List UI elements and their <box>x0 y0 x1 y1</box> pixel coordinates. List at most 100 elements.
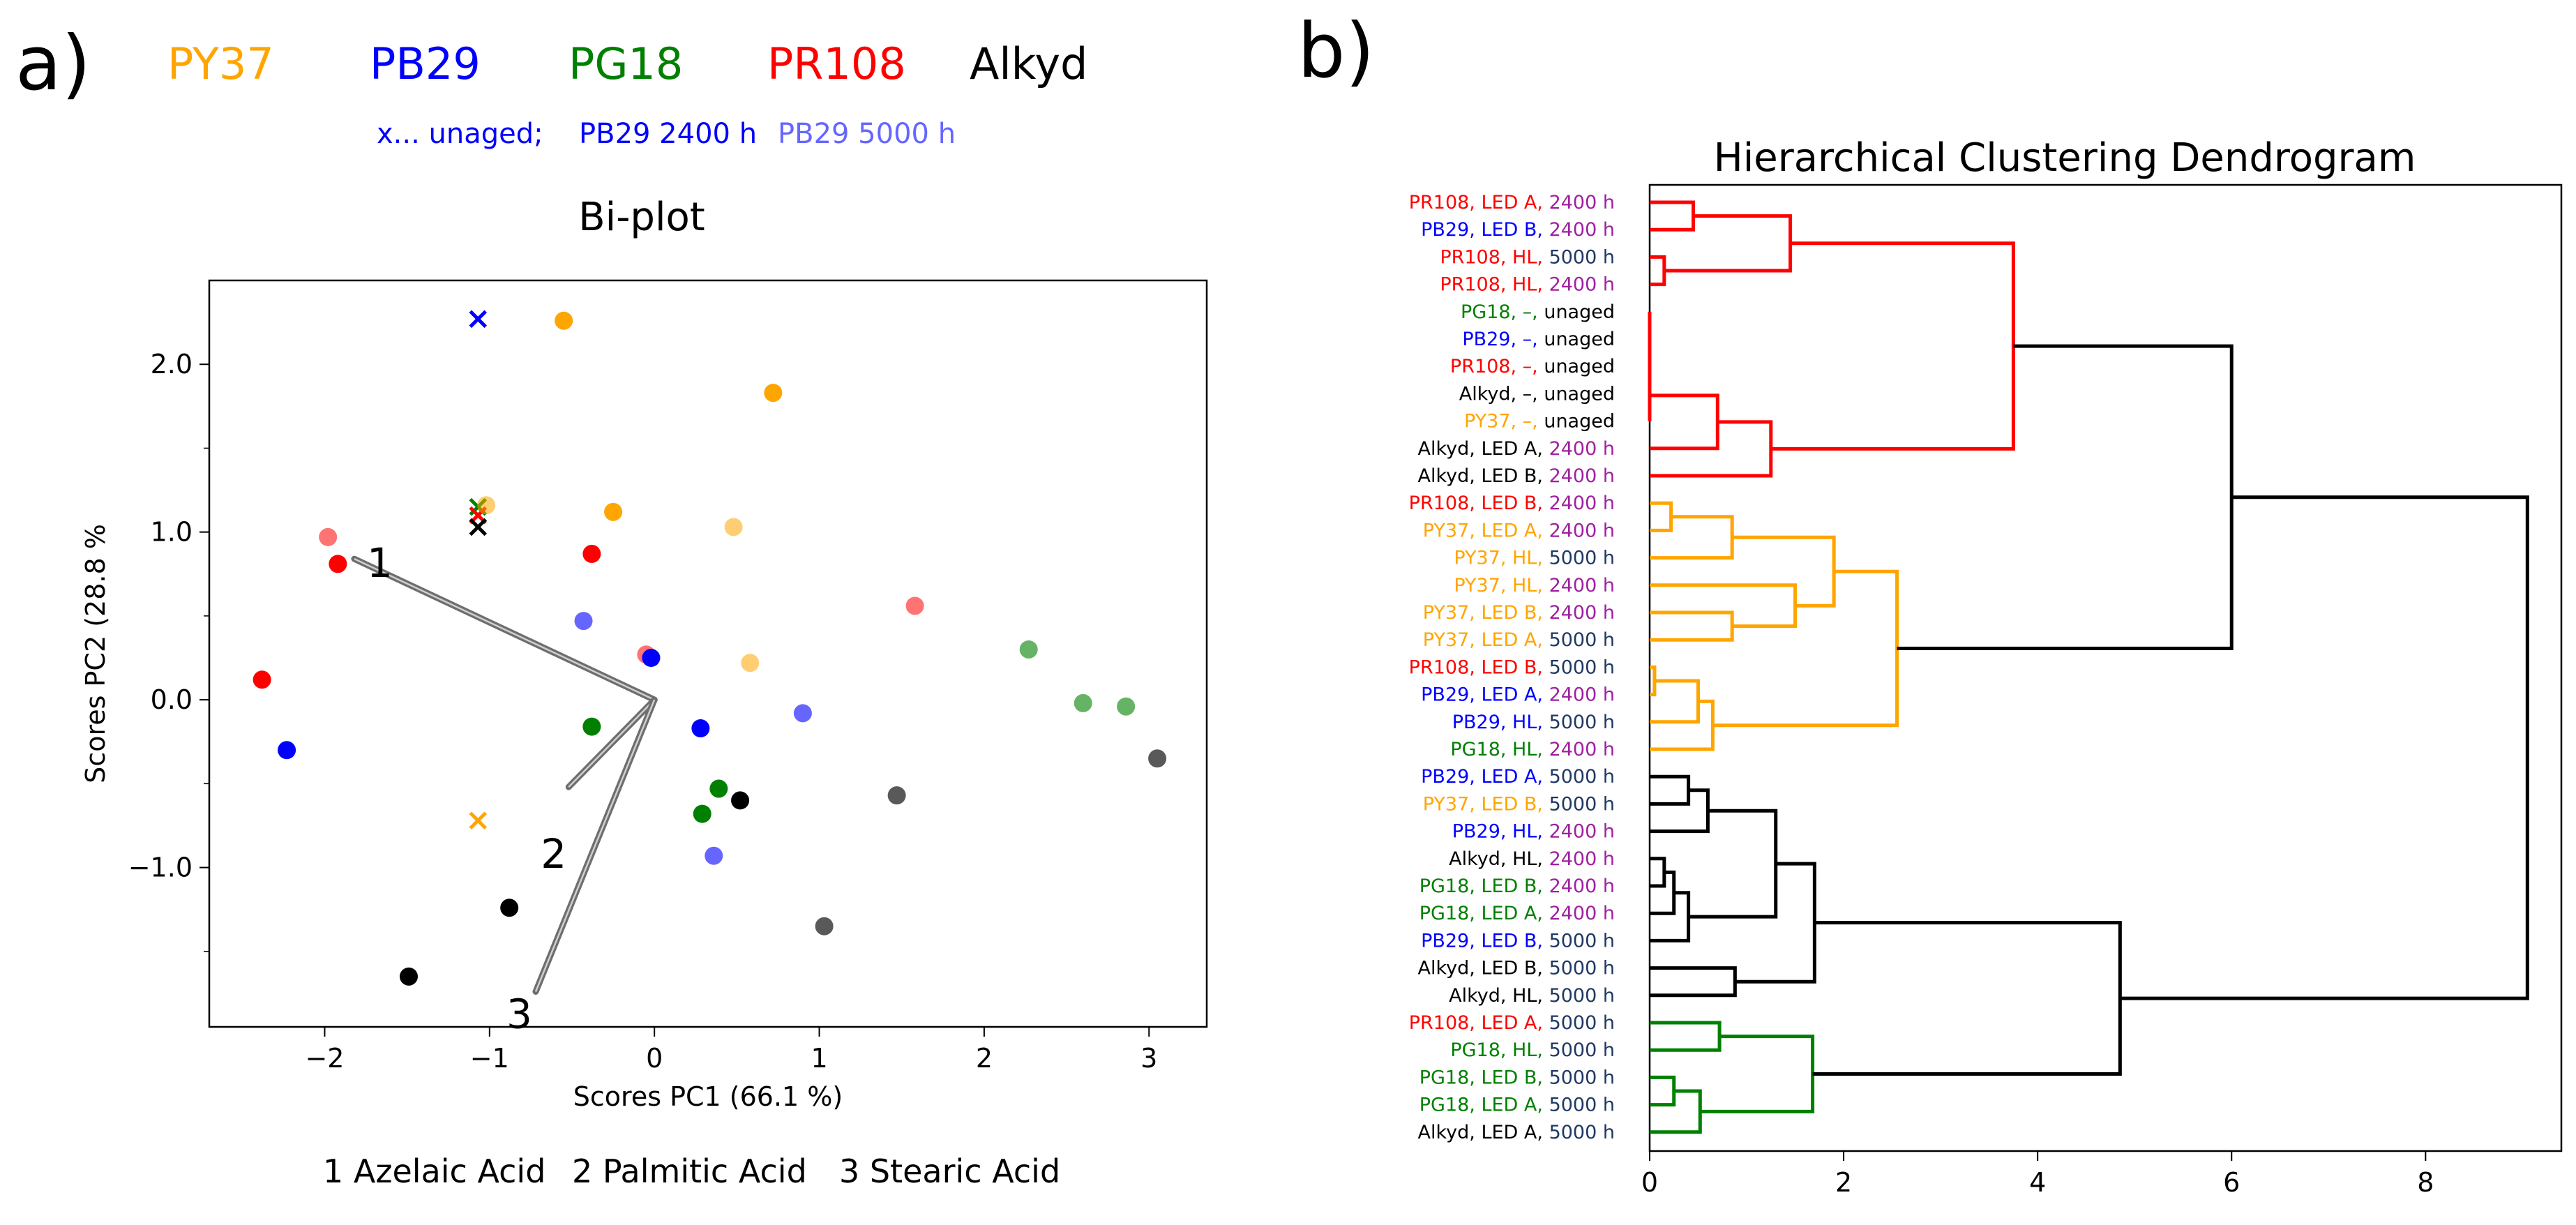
leaf-label: PB29, HL, 2400 h <box>1452 821 1615 843</box>
loading-label: 1 <box>367 539 393 587</box>
leaf-sample: PB29, LED B, <box>1421 930 1549 952</box>
loading-legend-entry: 2 Palmitic Acid <box>572 1152 807 1190</box>
leaf-time: 5000 h <box>1549 1122 1615 1143</box>
scatter-point <box>709 779 728 798</box>
scatter-point <box>555 311 573 330</box>
dendrogram-link <box>1650 857 1666 888</box>
leaf-label: Alkyd, HL, 5000 h <box>1449 985 1615 1007</box>
leaf-time: 5000 h <box>1549 1067 1615 1088</box>
y-tick-label: 1.0 <box>151 517 193 548</box>
scatter-point <box>1019 640 1038 659</box>
leaf-time: 5000 h <box>1549 1095 1615 1116</box>
legend-entry-pr108: PR108 <box>767 38 906 89</box>
dendrogram-link <box>1650 1075 1676 1107</box>
dendrogram-link <box>1688 809 1778 919</box>
leaf-label: PY37, LED A, 5000 h <box>1423 629 1615 651</box>
legend-entry-pb29: PB29 <box>370 38 481 89</box>
leaf-time: 2400 h <box>1549 848 1615 870</box>
leaf-sample: PR108, HL, <box>1440 246 1549 268</box>
dendrogram-link <box>1650 501 1673 532</box>
loading-vector-highlight <box>354 558 655 701</box>
plot-frame <box>1648 183 2563 1152</box>
dendrogram-link <box>1650 1021 1722 1052</box>
leaf-label: PG18, –, unaged <box>1461 301 1615 323</box>
leaf-time: unaged <box>1544 356 1615 377</box>
marker-stroke <box>469 518 488 536</box>
scatter-point <box>724 518 743 536</box>
leaf-time: 2400 h <box>1549 875 1615 897</box>
leaf-sample: PY37, LED B, <box>1423 793 1549 815</box>
marker-legend: x... unaged; PB29 2400 h PB29 5000 h <box>377 118 956 150</box>
scatter-point <box>582 544 601 563</box>
leaf-time: 5000 h <box>1549 985 1615 1007</box>
leaf-sample: PR108, LED A, <box>1409 192 1549 213</box>
y-tick-label: 0.0 <box>151 684 193 715</box>
leaf-time: 2400 h <box>1549 739 1615 760</box>
y-tick-label: −1.0 <box>128 852 193 883</box>
leaf-sample: PY37, LED A, <box>1423 629 1549 651</box>
scatter-point <box>693 804 711 823</box>
leaf-label: PB29, HL, 5000 h <box>1452 712 1615 733</box>
scatter-point <box>278 741 296 760</box>
plot-frame <box>208 279 1208 1028</box>
leaf-sample: Alkyd, –, <box>1459 383 1544 405</box>
scatter-point <box>887 786 906 805</box>
leaf-label: PB29, –, unaged <box>1462 329 1615 350</box>
leaf-sample: PG18, LED B, <box>1419 1067 1549 1088</box>
leaf-label: PG18, HL, 5000 h <box>1450 1039 1615 1061</box>
leaf-time: unaged <box>1544 383 1615 405</box>
leaf-label: PB29, LED A, 5000 h <box>1421 766 1615 788</box>
leaf-label: Alkyd, LED A, 2400 h <box>1418 438 1615 460</box>
leaf-time: 2400 h <box>1549 684 1615 706</box>
leaf-sample: PY37, HL, <box>1454 548 1549 569</box>
leaf-label: PG18, HL, 2400 h <box>1450 739 1615 760</box>
scatter-point <box>741 654 760 672</box>
leaf-sample: PB29, HL, <box>1452 712 1549 733</box>
dendrogram-link <box>1735 862 1816 984</box>
dendrogram-link <box>1650 966 1737 998</box>
leaf-sample: Alkyd, LED A, <box>1418 438 1549 460</box>
leaf-label: Alkyd, –, unaged <box>1459 383 1615 405</box>
leaf-time: 5000 h <box>1549 766 1615 788</box>
loading-vector-highlight <box>568 699 656 788</box>
legend-entry-pg18: PG18 <box>568 38 683 89</box>
pigment-legend: PY37 PB29 PG18 PR108 Alkyd <box>167 38 1087 89</box>
leaf-sample: PR108, HL, <box>1440 274 1549 296</box>
leaf-sample: PB29, LED A, <box>1421 684 1549 706</box>
scatter-point <box>477 496 496 515</box>
leaf-sample: Alkyd, HL, <box>1449 985 1549 1007</box>
x-tick-label: 1 <box>811 1043 827 1074</box>
leaf-label: Alkyd, LED B, 2400 h <box>1417 465 1615 487</box>
legend-entry-py37: PY37 <box>167 38 274 89</box>
biplot-title: Bi-plot <box>578 195 705 240</box>
leaf-label: PB29, LED B, 5000 h <box>1421 930 1615 952</box>
panel-b-label: b) <box>1297 8 1375 95</box>
biplot: −2 −1 0 1 2 3 −1.0 0.0 1.0 2.0 Scores PC1 (66.1 %)… <box>80 279 1208 1112</box>
leaf-label: Alkyd, LED A, 5000 h <box>1418 1122 1615 1143</box>
leaf-label: PR108, LED A, 5000 h <box>1409 1012 1615 1034</box>
leaf-time: 2400 h <box>1549 602 1615 624</box>
leaf-time: 2400 h <box>1549 493 1615 514</box>
marker-legend-entry: PB29 2400 h <box>579 118 757 150</box>
scatter-point <box>815 917 834 935</box>
scatter-point <box>905 596 924 615</box>
leaf-label: PG18, LED B, 5000 h <box>1419 1067 1615 1088</box>
dendrogram-link <box>1650 515 1734 560</box>
leaf-sample: PG18, HL, <box>1450 739 1549 760</box>
leaf-label: PR108, LED B, 5000 h <box>1409 656 1615 678</box>
leaf-sample: PB29, HL, <box>1452 821 1549 843</box>
scatter-point <box>1117 697 1136 716</box>
leaf-time: 2400 h <box>1549 903 1615 924</box>
leaf-time: 5000 h <box>1549 712 1615 733</box>
leaf-sample: PG18, LED A, <box>1419 903 1549 924</box>
leaf-sample: Alkyd, HL, <box>1449 848 1549 870</box>
leaf-time: 5000 h <box>1549 548 1615 569</box>
dendrogram-link <box>1650 393 1719 451</box>
scatter-point <box>731 791 750 810</box>
dendrogram-link <box>1897 344 2234 650</box>
leaf-time: unaged <box>1544 301 1615 323</box>
scatter-point <box>1074 693 1092 712</box>
leaf-time: 2400 h <box>1549 438 1615 460</box>
leaf-time: 2400 h <box>1549 575 1615 596</box>
